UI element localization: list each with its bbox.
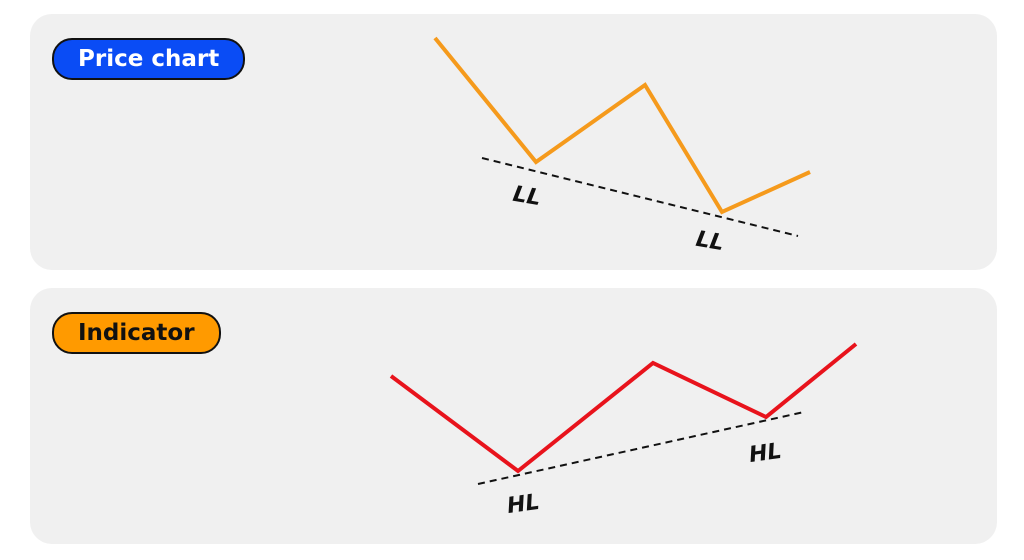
price-chart-plot: LL LL bbox=[433, 36, 811, 256]
indicator-plot: HL HL bbox=[389, 342, 858, 519]
indicator-trendline bbox=[477, 411, 805, 485]
indicator-title: Indicator bbox=[52, 312, 221, 354]
price-trendline bbox=[481, 157, 799, 237]
price-line bbox=[433, 36, 811, 215]
indicator-low-label-2: HL bbox=[747, 439, 783, 468]
indicator-low-label-1: HL bbox=[505, 490, 541, 519]
indicator-panel: Indicator HL HL bbox=[30, 288, 997, 544]
price-low-label-2: LL bbox=[694, 227, 726, 256]
price-low-label-1: LL bbox=[511, 182, 543, 211]
indicator-line bbox=[389, 342, 858, 474]
price-chart-panel: Price chart LL LL bbox=[30, 14, 997, 270]
price-chart-title: Price chart bbox=[52, 38, 246, 80]
